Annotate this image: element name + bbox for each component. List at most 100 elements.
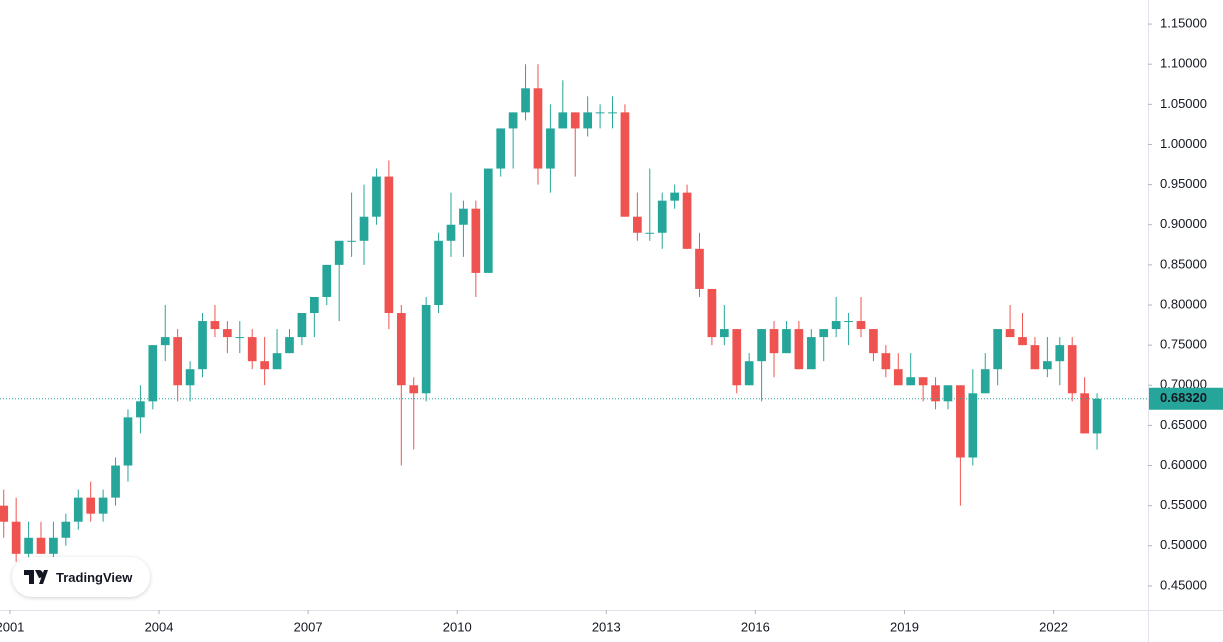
y-tick-label: 0.85000 (1160, 256, 1207, 271)
candle-body (1043, 361, 1052, 370)
y-tick-label: 0.90000 (1160, 216, 1207, 231)
candle-body (968, 393, 978, 458)
candle-body (309, 296, 319, 314)
candle-body (645, 232, 655, 234)
candle-body (695, 248, 704, 289)
candle-body (546, 128, 555, 169)
candle-body (322, 264, 332, 297)
candle-body (36, 537, 46, 554)
y-tick-label: 0.75000 (1160, 337, 1207, 352)
candle-body (11, 521, 21, 554)
candle-body (620, 112, 630, 217)
candle-body (806, 337, 816, 370)
candle-body (893, 369, 903, 386)
candle-body (682, 192, 692, 249)
candle-body (1018, 337, 1027, 346)
candle-body (285, 337, 294, 354)
candle-body (719, 329, 729, 338)
candle-body (732, 329, 742, 386)
candle-body (819, 329, 829, 338)
current-price-tag (1149, 387, 1223, 410)
candle-body (918, 377, 928, 386)
candle-body (459, 208, 468, 225)
candle-body (421, 305, 431, 394)
x-tick-label: 2004 (145, 619, 174, 634)
candle-body (608, 112, 617, 114)
candle-body (73, 497, 83, 522)
candle-body (782, 329, 791, 354)
candle-body (396, 313, 406, 386)
candle-body (856, 321, 866, 330)
candle-body (235, 337, 245, 339)
logo[interactable]: TradingView (12, 557, 150, 597)
candle-body (707, 288, 717, 338)
x-tick-label: 2016 (741, 619, 770, 634)
candle-body (210, 321, 220, 330)
candle-body (633, 216, 642, 233)
candle-body (769, 329, 779, 354)
candle-body (148, 345, 158, 402)
candle-body (185, 369, 195, 386)
x-tick-label: 2007 (294, 619, 323, 634)
x-tick-label: 2022 (1039, 619, 1068, 634)
candle-body (173, 337, 183, 386)
candle-body (111, 465, 120, 498)
candle-body (496, 128, 506, 169)
candle-body (247, 337, 257, 362)
candle-body (434, 240, 443, 305)
candle-body (409, 385, 419, 394)
current-price-label: 0.68320 (1160, 390, 1207, 405)
candle-body (24, 537, 33, 554)
candle-body (1080, 393, 1089, 434)
y-tick-label: 0.50000 (1160, 537, 1207, 552)
candle-body (1092, 398, 1102, 434)
candle-body (86, 497, 96, 514)
candle-body (670, 192, 679, 201)
y-tick-label: 1.05000 (1160, 96, 1207, 111)
candle-body (521, 88, 530, 113)
candle-body (347, 240, 356, 242)
candle-body (359, 216, 369, 241)
candle-body (993, 329, 1003, 370)
candle-body (483, 168, 493, 273)
candle-body (198, 321, 207, 370)
x-tick-label: 2013 (592, 619, 621, 634)
y-tick-label: 1.15000 (1160, 16, 1207, 31)
logo-text: TradingView (56, 569, 133, 585)
y-tick-label: 0.80000 (1160, 296, 1207, 311)
candle-body (123, 417, 133, 466)
candle-body (0, 505, 9, 522)
candle-body (844, 321, 853, 323)
candle-body (595, 112, 605, 114)
candle-body (446, 224, 456, 241)
candle-body (881, 353, 891, 370)
candle-body (61, 521, 71, 538)
x-tick-label: 2001 (0, 619, 24, 634)
candle-body (1055, 345, 1065, 362)
y-tick-label: 1.00000 (1160, 136, 1207, 151)
candle-body (160, 337, 170, 346)
candle-body (272, 353, 282, 370)
candle-body (223, 329, 232, 338)
candle-body (943, 385, 953, 402)
candle-body (831, 321, 841, 330)
candle-body (136, 401, 145, 418)
y-tick-label: 0.55000 (1160, 497, 1207, 512)
candle-body (334, 240, 344, 265)
candle-body (757, 329, 766, 362)
candle-body (570, 112, 580, 129)
candle-body (98, 497, 108, 514)
candle-body (533, 88, 543, 169)
candle-body (906, 377, 916, 386)
candle-body (471, 208, 481, 273)
y-tick-label: 0.65000 (1160, 417, 1207, 432)
y-tick-label: 0.45000 (1160, 577, 1207, 592)
y-tick-label: 0.95000 (1160, 176, 1207, 191)
x-tick-label: 2010 (443, 619, 472, 634)
candle-body (1067, 345, 1077, 394)
y-tick-label: 1.10000 (1160, 56, 1207, 71)
logo-icon (24, 570, 48, 584)
